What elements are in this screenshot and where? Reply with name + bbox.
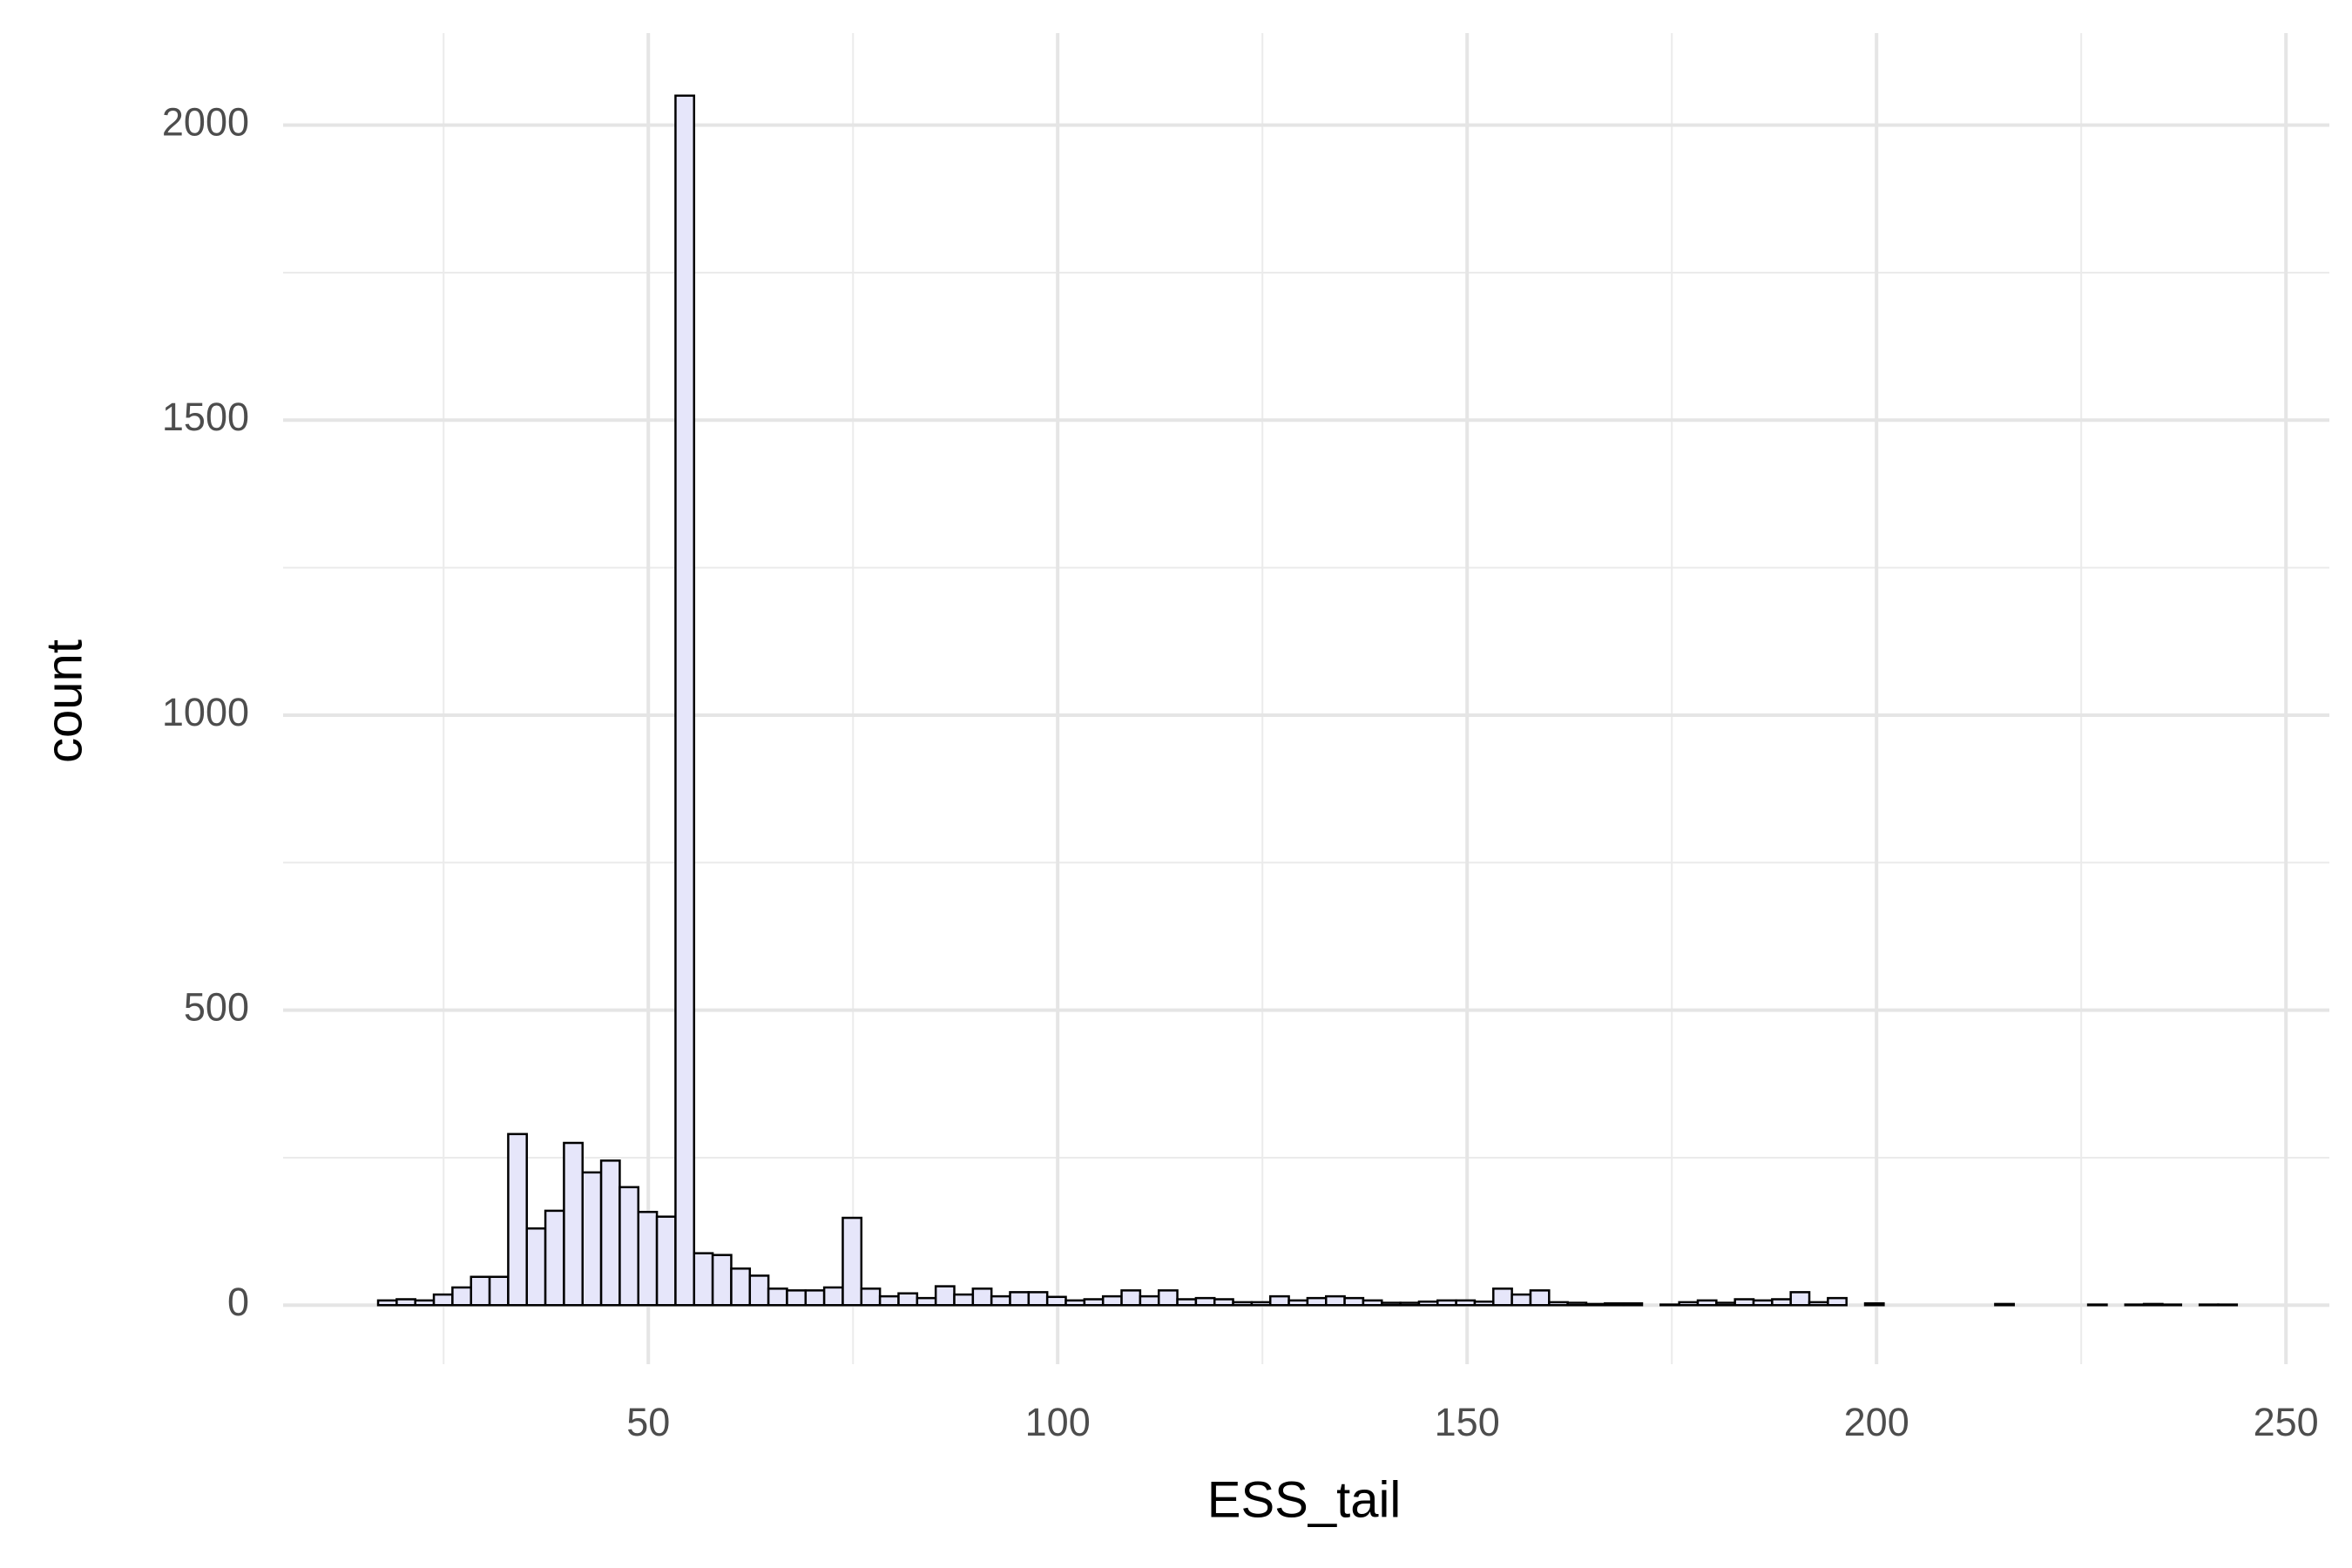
bar: [2086, 1303, 2108, 1307]
bar: [897, 1292, 919, 1307]
bar: [544, 1209, 565, 1307]
bar: [1511, 1293, 1532, 1307]
bar: [432, 1293, 454, 1307]
x-tick-label: 150: [1435, 1400, 1500, 1444]
y-tick-label: 500: [184, 985, 249, 1030]
bar: [1120, 1289, 1142, 1307]
bar: [1139, 1294, 1160, 1307]
y-tick-label: 0: [227, 1280, 249, 1324]
bar: [2198, 1303, 2220, 1307]
bar: [1659, 1303, 1680, 1307]
bar: [990, 1294, 1011, 1307]
bar: [1083, 1298, 1105, 1307]
bar: [1176, 1298, 1198, 1307]
bar: [934, 1285, 956, 1307]
bar: [860, 1288, 882, 1307]
bar: [599, 1159, 621, 1307]
bar: [470, 1275, 491, 1307]
bar: [1064, 1299, 1086, 1307]
bar: [1752, 1299, 1774, 1307]
bar: [953, 1293, 975, 1307]
bar: [1622, 1301, 1644, 1307]
x-tick-label: 100: [1025, 1400, 1091, 1444]
bar: [1417, 1300, 1439, 1307]
bar: [563, 1141, 584, 1307]
bar: [1009, 1291, 1031, 1307]
bar: [693, 1252, 714, 1307]
bar: [1548, 1301, 1569, 1307]
bar: [1827, 1296, 1848, 1307]
bar: [822, 1286, 844, 1307]
bar: [1566, 1301, 1588, 1307]
bar: [711, 1254, 733, 1307]
bar: [1771, 1298, 1792, 1307]
bar: [1863, 1301, 1885, 1307]
bar: [414, 1299, 436, 1307]
bar: [767, 1288, 788, 1307]
bar: [1696, 1299, 1718, 1307]
bar: [1604, 1301, 1625, 1307]
bar: [395, 1298, 416, 1307]
bar: [1157, 1289, 1179, 1307]
bar: [804, 1289, 826, 1307]
bar: [1455, 1299, 1477, 1307]
bar: [1213, 1298, 1234, 1307]
bar: [1808, 1301, 1829, 1307]
bar: [1436, 1299, 1457, 1307]
bar: [1045, 1295, 1067, 1307]
bar: [916, 1296, 937, 1307]
bar: [1362, 1299, 1383, 1307]
bar: [1268, 1294, 1290, 1307]
bar: [1343, 1296, 1365, 1307]
x-tick-label: 200: [1844, 1400, 1909, 1444]
x-tick-label: 50: [626, 1400, 670, 1444]
bar: [525, 1227, 547, 1307]
bar: [1994, 1302, 2015, 1307]
bar: [1399, 1301, 1421, 1307]
bar: [1715, 1301, 1736, 1307]
bar: [655, 1215, 677, 1307]
bar: [1789, 1291, 1811, 1307]
bar: [748, 1274, 770, 1307]
y-tick-label: 1000: [162, 690, 249, 734]
bar: [2124, 1303, 2146, 1307]
bar: [637, 1211, 659, 1307]
bar: [1734, 1298, 1755, 1307]
bar: [1678, 1301, 1700, 1307]
bar: [1492, 1288, 1513, 1307]
bar: [878, 1294, 900, 1307]
bar: [1473, 1300, 1495, 1307]
y-tick-label: 2000: [162, 100, 249, 145]
bar: [1027, 1291, 1049, 1307]
bar: [1529, 1289, 1551, 1307]
bar: [507, 1132, 528, 1307]
bar: [786, 1289, 808, 1307]
bar: [1288, 1299, 1309, 1307]
x-tick-label: 250: [2254, 1400, 2319, 1444]
bar: [2217, 1303, 2239, 1307]
bar: [1324, 1294, 1346, 1307]
bar: [674, 94, 696, 1307]
bar: [1250, 1301, 1272, 1307]
bar: [1381, 1301, 1402, 1307]
bar: [1306, 1296, 1328, 1307]
x-axis-title: ESS_tail: [1207, 1471, 1401, 1528]
y-tick-label: 1500: [162, 395, 249, 439]
bar: [376, 1299, 398, 1307]
bar: [2161, 1303, 2183, 1307]
bar: [451, 1286, 472, 1307]
bar: [730, 1267, 752, 1307]
bar: [581, 1171, 603, 1307]
bar: [1194, 1296, 1216, 1307]
bar: [1232, 1301, 1254, 1307]
bar: [971, 1288, 993, 1307]
bar: [841, 1216, 863, 1307]
bar: [1585, 1302, 1606, 1307]
bar: [488, 1275, 510, 1307]
y-axis-title: count: [36, 639, 92, 763]
bar: [618, 1186, 640, 1307]
bar: [1101, 1294, 1123, 1307]
bar: [2142, 1302, 2164, 1307]
